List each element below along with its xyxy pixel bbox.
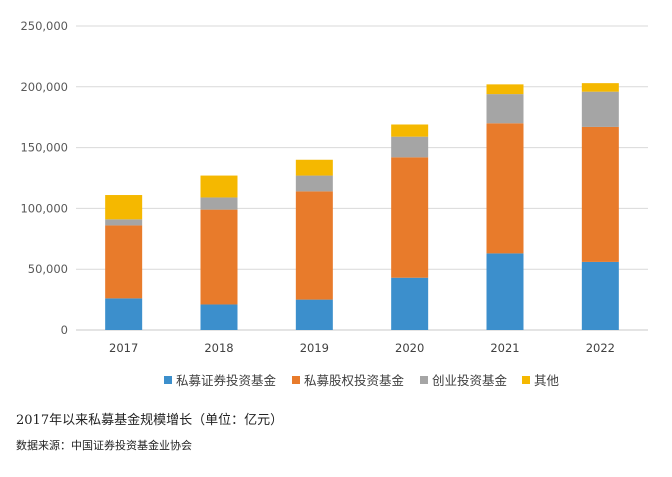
chart-caption-source: 数据来源：中国证券投资基金业协会 [16,439,192,452]
bar-segment [581,261,619,330]
bar-segment [486,84,524,95]
bar-segment [200,209,238,305]
legend-label: 创业投资基金 [432,373,508,388]
bar-segment [581,91,619,127]
y-tick-label: 250,000 [20,19,68,33]
legend-label: 私募证券投资基金 [176,373,277,388]
y-tick-label: 150,000 [20,141,68,155]
bar-segment [295,299,333,330]
bar-segment [295,159,333,176]
y-tick-label: 50,000 [28,262,68,276]
bar-segment [486,253,524,330]
bar-segment [105,219,143,226]
bar-segment [391,136,429,158]
legend-swatch [164,376,172,384]
bar-segment [295,175,333,192]
x-tick-label: 2020 [395,341,424,355]
bar-segment [105,195,143,220]
bar-segment [581,126,619,262]
bar-segment [200,175,238,198]
legend-swatch [522,376,530,384]
bar-segment [105,225,143,299]
bar-segment [105,298,143,330]
bar-segment [581,83,619,92]
bar-segment [486,123,524,254]
bar-segment [391,157,429,278]
bar-segment [391,124,429,137]
x-tick-label: 2022 [586,341,615,355]
bar-segment [200,304,238,330]
x-tick-label: 2021 [490,341,519,355]
x-tick-label: 2018 [204,341,233,355]
x-tick-label: 2019 [300,341,329,355]
y-tick-label: 200,000 [20,80,68,94]
y-tick-label: 0 [61,323,68,337]
legend-swatch [292,376,300,384]
legend-swatch [420,376,428,384]
chart: 0 50,000 100,000 150,000 200,000 250,000 2017 2… [20,19,648,388]
bar-segment [295,191,333,300]
x-tick-label: 2017 [109,341,138,355]
bar-segment [391,277,429,330]
y-tick-label: 100,000 [20,201,68,215]
legend-label: 私募股权投资基金 [304,373,405,388]
bar-segment [200,197,238,210]
stacked-bar-chart: 0 50,000 100,000 150,000 200,000 250,000 2017 2… [20,19,648,388]
legend-label: 其他 [534,373,560,388]
bar-segment [486,94,524,124]
chart-caption-title: 2017年以来私募基金规模增长（单位：亿元） [16,413,284,428]
